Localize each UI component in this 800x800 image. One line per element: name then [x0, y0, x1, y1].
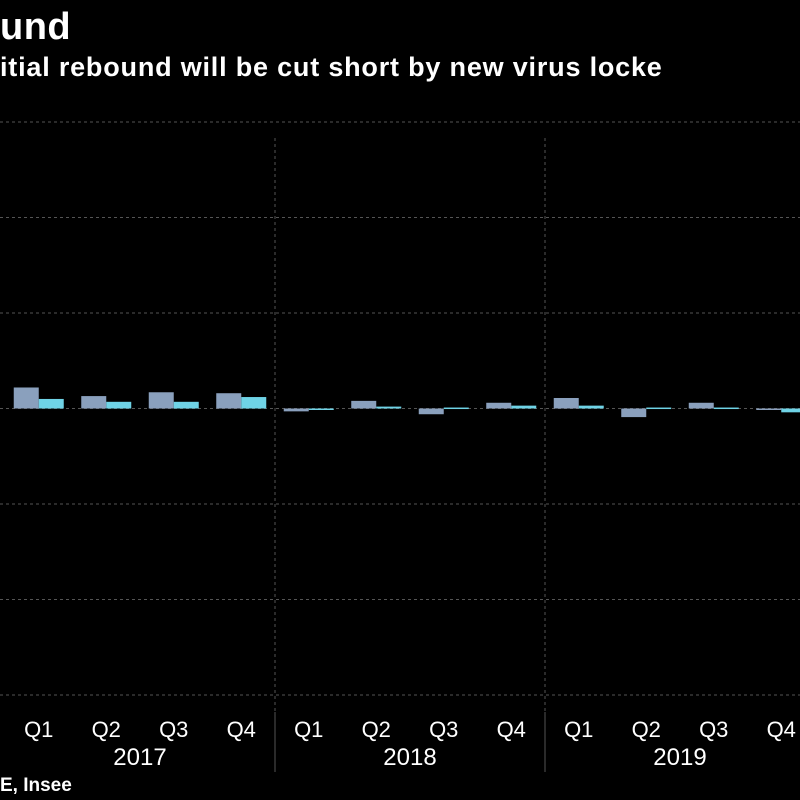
bar-series-1 — [13, 387, 39, 409]
chart-title: und — [0, 6, 72, 48]
x-tick-label: Q1 — [294, 717, 323, 742]
x-tick-label: Q2 — [92, 717, 121, 742]
x-year-label: 2018 — [383, 744, 436, 771]
chart-subtitle: itial rebound will be cut short by new v… — [0, 52, 663, 82]
x-tick-label: Q1 — [24, 717, 53, 742]
bar-series-1 — [553, 397, 579, 409]
bar-series-1 — [621, 408, 647, 418]
bar-series-1 — [756, 408, 782, 410]
bar-series-2 — [38, 398, 64, 409]
bar-series-2 — [646, 407, 672, 410]
source-note: E, Insee — [0, 775, 72, 796]
bar-series-1 — [283, 408, 309, 412]
x-axis: Q1 Q2 Q3 Q4 Q1 Q2 Q3 Q4 Q1 Q2 Q3 Q4 2017 2018 2019 — [24, 717, 796, 771]
bar-series-1 — [688, 402, 714, 409]
x-tick-label: Q4 — [227, 717, 256, 742]
x-tick-label: Q1 — [564, 717, 593, 742]
bar-series-2 — [443, 407, 469, 410]
x-tick-label: Q2 — [632, 717, 661, 742]
x-tick-label: Q4 — [497, 717, 526, 742]
bar-series-2 — [781, 408, 800, 413]
x-year-label: 2017 — [113, 744, 166, 771]
x-tick-label: Q4 — [767, 717, 796, 742]
x-year-label: 2019 — [653, 744, 706, 771]
bar-series-1 — [351, 400, 377, 409]
bar-series-2 — [578, 405, 604, 409]
x-tick-label: Q2 — [362, 717, 391, 742]
bar-series-2 — [376, 406, 402, 409]
bar-series-2 — [511, 405, 537, 409]
bars — [13, 387, 800, 418]
bar-series-1 — [486, 402, 512, 409]
gridlines — [0, 121, 800, 772]
bar-series-1 — [81, 396, 107, 409]
bar-series-2 — [308, 408, 334, 410]
bar-series-2 — [241, 397, 267, 409]
bar-series-1 — [148, 392, 174, 409]
x-tick-label: Q3 — [159, 717, 188, 742]
bar-series-1 — [418, 408, 444, 415]
bar-series-2 — [713, 407, 739, 410]
x-tick-label: Q3 — [429, 717, 458, 742]
bar-series-1 — [216, 393, 242, 409]
bar-series-2 — [173, 401, 199, 409]
bar-series-2 — [106, 401, 132, 409]
x-tick-label: Q3 — [699, 717, 728, 742]
